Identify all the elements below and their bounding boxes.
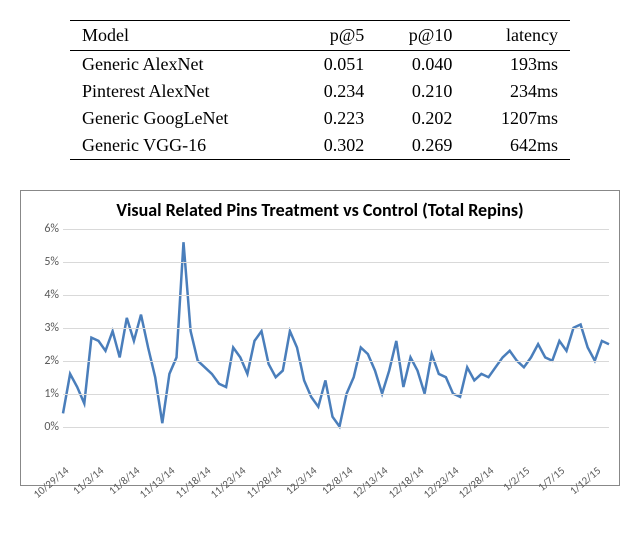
chart-title: Visual Related Pins Treatment vs Control… [21, 191, 619, 225]
y-axis-label: 4% [29, 288, 59, 302]
cell: 0.302 [292, 132, 376, 160]
cell: 0.234 [292, 78, 376, 105]
col-p5: p@5 [292, 21, 376, 51]
x-axis-label: 12/13/14 [350, 464, 390, 501]
y-axis-label: 2% [29, 354, 59, 368]
comparison-table: Model p@5 p@10 latency Generic AlexNet 0… [70, 20, 570, 160]
gridline [63, 262, 609, 263]
cell: 0.202 [376, 105, 464, 132]
cell: 642ms [464, 132, 570, 160]
x-axis-label: 11/8/14 [106, 464, 142, 497]
series-line [63, 242, 609, 426]
x-axis-label: 12/18/14 [385, 464, 425, 501]
y-axis-label: 0% [29, 420, 59, 434]
table-header-row: Model p@5 p@10 latency [70, 21, 570, 51]
x-axis-label: 11/13/14 [137, 464, 177, 501]
x-axis-label: 1/12/15 [567, 464, 603, 497]
gridline [63, 394, 609, 395]
table-row: Generic AlexNet 0.051 0.040 193ms [70, 51, 570, 79]
x-axis-label: 11/28/14 [244, 464, 284, 501]
x-axis-label: 11/23/14 [208, 464, 248, 501]
cell: Generic GoogLeNet [70, 105, 292, 132]
gridline [63, 328, 609, 329]
chart-plot: 0%1%2%3%4%5%6%10/29/1411/3/1411/8/1411/1… [63, 229, 609, 443]
x-axis-label: 11/18/14 [173, 464, 213, 501]
gridline [63, 427, 609, 428]
gridline [63, 361, 609, 362]
cell: 0.269 [376, 132, 464, 160]
cell: 0.223 [292, 105, 376, 132]
cell: 0.210 [376, 78, 464, 105]
table-row: Generic GoogLeNet 0.223 0.202 1207ms [70, 105, 570, 132]
gridline [63, 295, 609, 296]
cell: 1207ms [464, 105, 570, 132]
x-axis-label: 12/3/14 [283, 464, 319, 497]
x-axis-label: 11/3/14 [71, 464, 107, 497]
chart-frame: Visual Related Pins Treatment vs Control… [20, 190, 620, 486]
table: Model p@5 p@10 latency Generic AlexNet 0… [70, 20, 570, 160]
col-model: Model [70, 21, 292, 51]
cell: Pinterest AlexNet [70, 78, 292, 105]
chart-area: 0%1%2%3%4%5%6%10/29/1411/3/1411/8/1411/1… [27, 225, 613, 475]
table-row: Pinterest AlexNet 0.234 0.210 234ms [70, 78, 570, 105]
y-axis-label: 6% [29, 222, 59, 236]
cell: 0.040 [376, 51, 464, 79]
col-p10: p@10 [376, 21, 464, 51]
cell: 193ms [464, 51, 570, 79]
x-axis-label: 12/28/14 [456, 464, 496, 501]
x-axis-label: 12/23/14 [421, 464, 461, 501]
cell: Generic VGG-16 [70, 132, 292, 160]
table-row: Generic VGG-16 0.302 0.269 642ms [70, 132, 570, 160]
gridline [63, 229, 609, 230]
cell: 0.051 [292, 51, 376, 79]
cell: Generic AlexNet [70, 51, 292, 79]
cell: 234ms [464, 78, 570, 105]
x-axis-label: 10/29/14 [31, 464, 71, 501]
y-axis-label: 1% [29, 387, 59, 401]
x-axis-label: 1/7/15 [536, 464, 568, 494]
x-axis-label: 12/8/14 [319, 464, 355, 497]
y-axis-label: 5% [29, 255, 59, 269]
x-axis-label: 1/2/15 [500, 464, 532, 494]
y-axis-label: 3% [29, 321, 59, 335]
col-latency: latency [464, 21, 570, 51]
